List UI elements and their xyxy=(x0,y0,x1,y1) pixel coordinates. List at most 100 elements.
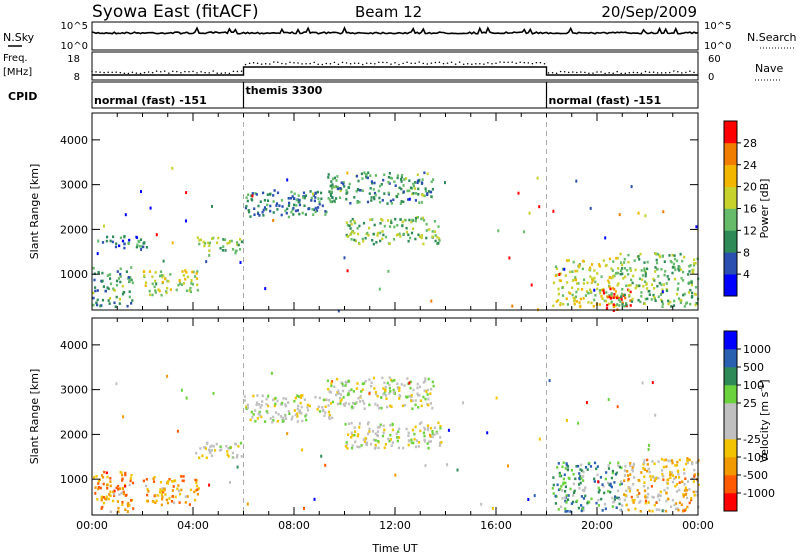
nave-dot xyxy=(418,61,420,63)
echo-cell xyxy=(266,411,269,415)
echo-cell xyxy=(598,303,601,306)
echo-cell xyxy=(622,277,625,280)
echo-cell xyxy=(170,500,174,503)
echo-cell xyxy=(272,415,275,419)
echo-cell xyxy=(291,195,294,198)
echo-cell xyxy=(167,479,170,483)
echo-cell xyxy=(564,481,567,485)
echo-cell xyxy=(638,277,641,281)
echo-cell xyxy=(644,272,647,275)
echo-cell xyxy=(432,178,435,181)
echo-cell xyxy=(613,481,616,484)
echo-cell xyxy=(610,485,613,489)
echo-cell xyxy=(575,300,578,303)
echo-cell xyxy=(293,399,296,403)
echo-cell xyxy=(198,239,201,242)
echo-cell xyxy=(383,173,386,176)
echo-cell xyxy=(629,267,632,270)
echo-cell xyxy=(272,200,275,203)
echo-cell xyxy=(293,203,296,207)
echo-cell xyxy=(95,301,98,305)
echo-cell xyxy=(646,297,649,301)
echo-cell xyxy=(124,213,127,217)
echo-cell xyxy=(683,483,686,486)
nave-dot xyxy=(446,62,449,64)
freq-tick-low: 8 xyxy=(74,72,80,83)
echo-cell xyxy=(353,196,356,199)
colorbar-swatch xyxy=(724,208,737,231)
echo-cell xyxy=(146,499,150,503)
echo-cell xyxy=(639,300,642,304)
echo-cell xyxy=(572,296,575,300)
echo-cell xyxy=(231,248,235,251)
echo-cell xyxy=(677,282,680,285)
colorbar-swatch xyxy=(724,403,737,422)
echo-cell xyxy=(329,200,332,204)
echo-cell xyxy=(618,465,621,469)
echo-cell xyxy=(171,480,174,483)
echo-cell xyxy=(607,464,610,467)
echo-cell xyxy=(677,267,680,271)
echo-cell xyxy=(621,301,624,305)
echo-cell xyxy=(347,433,350,436)
echo-cell xyxy=(98,478,101,481)
echo-cell xyxy=(428,433,431,437)
echo-cell xyxy=(657,295,660,298)
echo-cell xyxy=(308,207,311,210)
echo-cell xyxy=(656,495,659,498)
echo-cell xyxy=(148,270,152,273)
echo-cell xyxy=(392,198,395,202)
echo-cell xyxy=(664,270,667,273)
echo-cell xyxy=(597,480,600,484)
echo-cell xyxy=(609,482,612,486)
echo-cell xyxy=(623,493,626,496)
echo-cell xyxy=(640,291,643,294)
echo-cell xyxy=(199,447,202,450)
echo-cell xyxy=(245,196,248,199)
echo-cell xyxy=(386,202,389,205)
echo-cell xyxy=(362,240,365,243)
colorbar-tick-label: 25 xyxy=(743,397,757,410)
echo-cell xyxy=(630,300,634,303)
echo-cell xyxy=(210,454,214,458)
echo-cell xyxy=(575,499,579,503)
echo-cell xyxy=(580,504,583,507)
echo-cell xyxy=(617,464,620,467)
echo-cell xyxy=(335,185,338,188)
echo-cell xyxy=(587,301,590,304)
echo-cell xyxy=(663,488,666,492)
echo-cell xyxy=(625,284,628,288)
echo-cell xyxy=(174,479,177,482)
echo-cell xyxy=(554,494,557,498)
echo-cell xyxy=(612,296,615,299)
echo-cell xyxy=(171,495,174,498)
echo-cell xyxy=(669,259,672,263)
echo-cell xyxy=(351,434,354,437)
echo-cell xyxy=(290,418,293,421)
echo-cell xyxy=(329,402,333,405)
echo-cell xyxy=(431,432,434,436)
echo-cell xyxy=(105,471,108,475)
echo-cell xyxy=(614,304,617,307)
nave-dot xyxy=(103,71,105,74)
echo-cell xyxy=(456,468,459,472)
echo-cell xyxy=(412,184,415,188)
echo-cell xyxy=(115,283,119,287)
echo-cell xyxy=(284,403,287,406)
echo-cell xyxy=(403,384,406,387)
echo-cell xyxy=(404,218,407,222)
echo-cell xyxy=(619,300,622,303)
echo-cell xyxy=(384,443,387,446)
colorbar-label: Velocity [m s-1] xyxy=(757,379,771,462)
echo-cell xyxy=(180,475,183,478)
echo-cell xyxy=(625,303,628,307)
nave-dot xyxy=(438,61,441,63)
echo-cell xyxy=(619,252,622,256)
echo-cell xyxy=(390,219,393,223)
nave-dot xyxy=(636,71,639,74)
echo-cell xyxy=(361,382,364,386)
echo-cell xyxy=(609,297,612,300)
echo-cell xyxy=(566,509,569,513)
echo-cell xyxy=(315,209,319,212)
echo-cell xyxy=(420,236,423,240)
